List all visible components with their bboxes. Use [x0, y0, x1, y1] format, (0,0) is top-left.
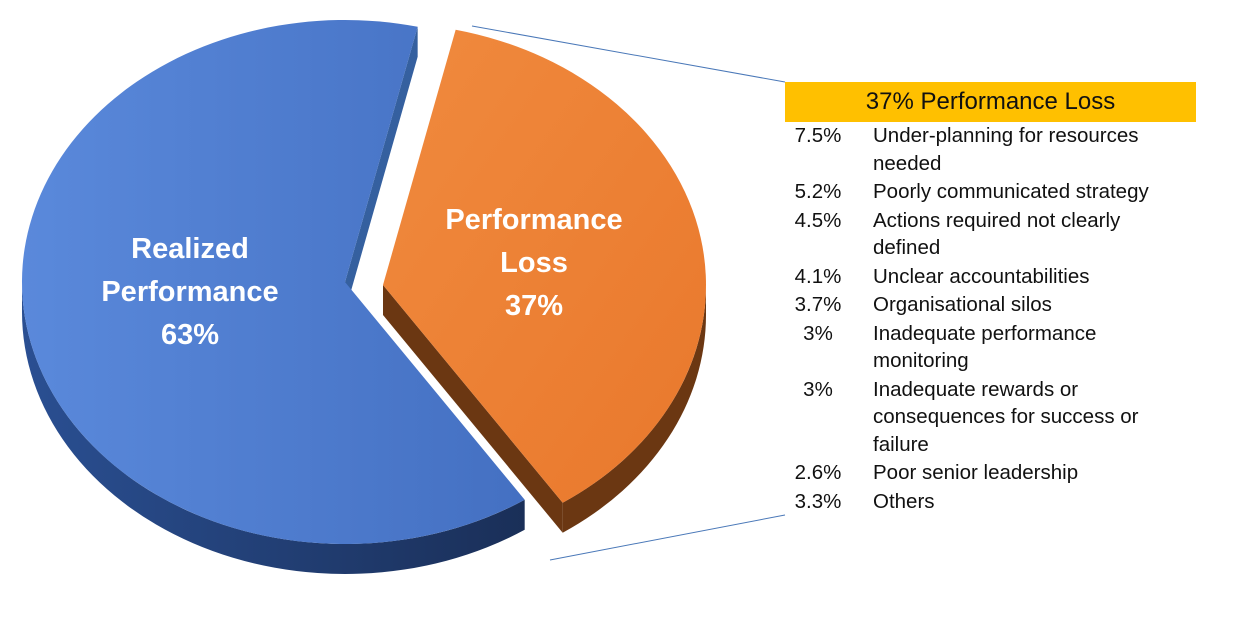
performance-loss-breakdown: 37% Performance Loss 7.5% Under-planning … [785, 82, 1196, 516]
pie-slice-realized-performance [21, 20, 525, 545]
breakdown-item-label: Inadequate rewards or consequences for s… [873, 377, 1139, 456]
breakdown-item: 7.5% Under-planning for resources needed [785, 122, 1196, 177]
slice-label-line: Performance [101, 276, 279, 308]
breakdown-item-label: Actions required not clearly defined [873, 208, 1121, 260]
slice-label-line: Realized [131, 233, 249, 265]
breakdown-item: 4.1% Unclear accountabilities [785, 263, 1196, 291]
breakdown-item-percent: 3% [803, 377, 833, 401]
breakdown-item: 3.3% Others [785, 488, 1196, 516]
pie-slice-performance-loss [383, 29, 707, 503]
breakdown-title: 37% Performance Loss [785, 82, 1196, 122]
breakdown-item-label: Organisational silos [873, 293, 1052, 316]
breakdown-item-label: Poor senior leadership [873, 461, 1079, 484]
breakdown-item: 3% Inadequate performance monitoring [785, 320, 1196, 375]
slice-label-realized-performance: Realized Performance 63% [70, 228, 310, 357]
pie-slice-cut-loss [383, 285, 563, 533]
breakdown-item-label: Inadequate performance monitoring [873, 321, 1097, 373]
breakdown-item-percent: 5.2% [794, 180, 842, 203]
breakdown-item-label: Unclear accountabilities [873, 264, 1090, 288]
breakdown-item-percent: 2.6% [794, 461, 842, 484]
slice-label-line: Loss [500, 247, 568, 279]
breakdown-item: 3% Inadequate rewards or consequences for… [785, 376, 1196, 459]
breakdown-item-percent: 3% [803, 321, 833, 345]
breakdown-item-label: Poorly communicated strategy [873, 180, 1149, 203]
breakdown-item: 5.2% Poorly communicated strategy [785, 178, 1196, 206]
slice-label-performance-loss: Performance Loss 37% [414, 199, 654, 328]
breakdown-item-percent: 4.5% [794, 208, 842, 232]
breakdown-list: 7.5% Under-planning for resources needed 5… [785, 122, 1196, 515]
slice-label-line: Performance [445, 204, 623, 236]
breakdown-item-percent: 3.7% [794, 293, 842, 316]
pie-slice-side-realized [22, 282, 525, 575]
callout-line-top [471, 25, 786, 83]
breakdown-item: 2.6% Poor senior leadership [785, 459, 1196, 487]
callout-line-bottom [549, 514, 786, 561]
slice-value-label: 37% [504, 290, 564, 322]
pie-slice-cut-realized [345, 26, 418, 313]
pie-slice-side-loss [562, 285, 706, 533]
breakdown-item-percent: 4.1% [794, 264, 842, 288]
slice-value-label: 63% [160, 319, 220, 351]
breakdown-item-percent: 7.5% [794, 124, 842, 147]
breakdown-item: 3.7% Organisational silos [785, 291, 1196, 319]
breakdown-item-percent: 3.3% [794, 489, 842, 513]
breakdown-item-label: Under-planning for resources needed [873, 124, 1139, 175]
breakdown-item-label: Others [873, 489, 935, 513]
breakdown-item: 4.5% Actions required not clearly defined [785, 207, 1196, 262]
